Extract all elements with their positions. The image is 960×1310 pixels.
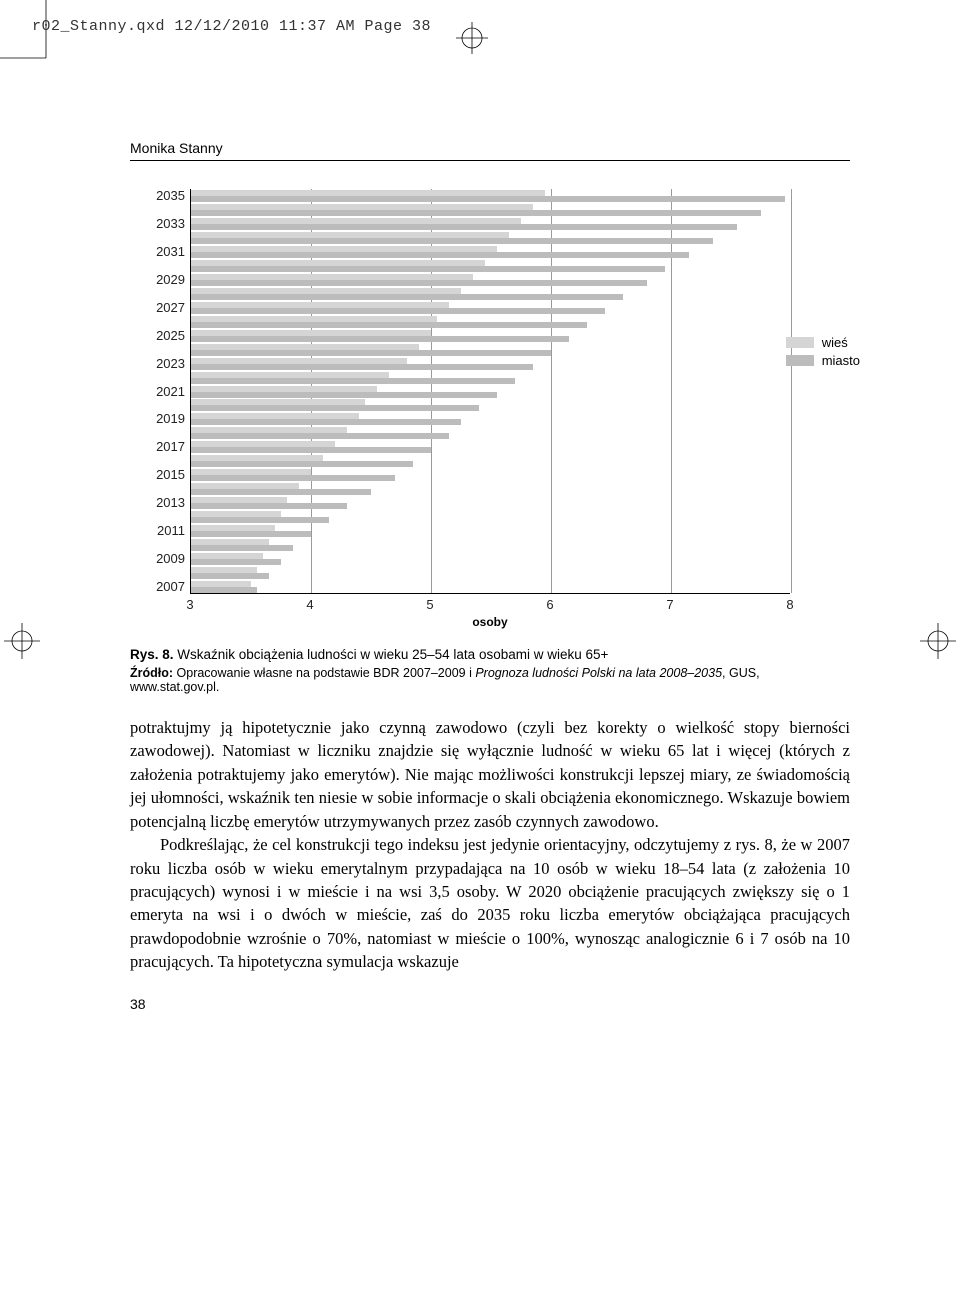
y-tick-label: 2019 [130,411,185,426]
caption-prefix: Rys. 8. [130,647,174,662]
bar-miasto [191,489,371,495]
bar-miasto [191,475,395,481]
bar-miasto [191,559,281,565]
x-tick-label: 3 [186,597,193,612]
bar-miasto [191,322,587,328]
y-tick-label: 2029 [130,272,185,287]
bar-miasto [191,238,713,244]
x-tick-label: 5 [426,597,433,612]
x-tick-label: 8 [786,597,793,612]
y-tick-label: 2023 [130,356,185,371]
bar-miasto [191,405,479,411]
bar-miasto [191,503,347,509]
legend-swatch [786,337,814,348]
bar-miasto [191,378,515,384]
y-tick-label: 2021 [130,384,185,399]
author-rule [130,160,850,161]
y-tick-label: 2013 [130,495,185,510]
bar-miasto [191,364,533,370]
bar-miasto [191,447,431,453]
bar-miasto [191,252,689,258]
figure-caption: Rys. 8. Wskaźnik obciążenia ludności w w… [130,647,850,662]
y-tick-label: 2011 [130,523,185,538]
y-tick-label: 2027 [130,300,185,315]
bar-miasto [191,392,497,398]
bar-chart: 2035 2033 2031 2029 2027 2025 2023 2021 2019 2017… [130,189,850,629]
y-tick-label: 2007 [130,579,185,594]
x-tick-label: 7 [666,597,673,612]
bar-miasto [191,336,569,342]
page-content: Monika Stanny 20352033203120292027202520… [130,140,850,1012]
legend-label: wieś [822,335,848,350]
y-tick-label: 2009 [130,551,185,566]
bar-miasto [191,433,449,439]
print-header: r02_Stanny.qxd 12/12/2010 11:37 AM Page … [32,18,431,35]
bar-miasto [191,294,623,300]
y-tick-label: 2033 [130,216,185,231]
y-tick-label: 2035 [130,188,185,203]
bar-miasto [191,419,461,425]
gridline [671,189,672,593]
page-number: 38 [130,996,850,1012]
source-text-a: Opracowanie własne na podstawie BDR 2007… [173,666,475,680]
bar-miasto [191,210,761,216]
bar-miasto [191,350,551,356]
legend-item: wieś [786,335,860,350]
bar-miasto [191,308,605,314]
bar-miasto [191,517,329,523]
y-tick-label: 2015 [130,467,185,482]
paragraph-1: potraktujmy ją hipotetycznie jako czynną… [130,716,850,833]
bar-miasto [191,573,269,579]
legend-label: miasto [822,353,860,368]
bar-miasto [191,545,293,551]
legend-swatch [786,355,814,366]
bar-miasto [191,587,257,593]
y-tick-label: 2025 [130,328,185,343]
caption-text: Wskaźnik obciążenia ludności w wieku 25–… [174,647,609,662]
x-axis-title: osoby [190,615,790,629]
source-prefix: Źródło: [130,666,173,680]
y-tick-label: 2031 [130,244,185,259]
figure-source: Źródło: Opracowanie własne na podstawie … [130,666,850,694]
bar-miasto [191,266,665,272]
y-tick-label: 2017 [130,439,185,454]
source-em: Prognoza ludności Polski na lata 2008–20… [475,666,722,680]
bar-miasto [191,461,413,467]
chart-legend: wieś miasto [786,335,860,371]
paragraph-2: Podkreślając, że cel konstrukcji tego in… [130,833,850,974]
gridline [551,189,552,593]
bar-miasto [191,196,785,202]
gridline [791,189,792,593]
bar-miasto [191,280,647,286]
bar-miasto [191,531,311,537]
body-text: potraktujmy ją hipotetycznie jako czynną… [130,716,850,974]
x-tick-label: 4 [306,597,313,612]
bar-miasto [191,224,737,230]
author-name: Monika Stanny [130,140,850,156]
x-tick-label: 6 [546,597,553,612]
legend-item: miasto [786,353,860,368]
